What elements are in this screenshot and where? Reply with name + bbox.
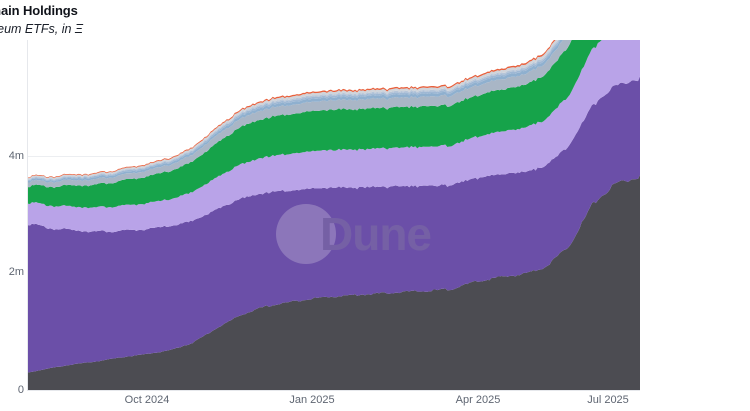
y-tick-0: 0 <box>17 384 24 396</box>
chart-legend: Al21SharesInvescoFranklin TempletoVanEck… <box>646 108 750 303</box>
area-series-fidelity <box>28 40 602 209</box>
x-tick-jan-2025: Jan 2025 <box>289 394 335 406</box>
legend-item[interactable]: Grayscale <box>646 264 750 284</box>
y-axis-line <box>27 40 28 391</box>
chart-subtitle: ereum ETFs, in Ξ <box>0 22 84 36</box>
axis-baseline <box>28 390 640 391</box>
x-tick-apr-2025: Apr 2025 <box>455 394 501 406</box>
y-tick-4m: 4m <box>8 150 24 162</box>
legend-item[interactable]: Invesco <box>646 147 750 167</box>
area-series-blackrock <box>28 174 640 390</box>
legend-item[interactable]: VanEck <box>646 186 750 206</box>
area-series-grayscale <box>28 76 640 373</box>
legend-item[interactable]: Al <box>646 108 750 128</box>
y-axis-labels: 0 2m 4m <box>0 0 24 411</box>
chart-header: chain Holdings ereum ETFs, in Ξ <box>0 2 406 38</box>
x-tick-oct-2024: Oct 2024 <box>124 394 170 406</box>
y-tick-2m: 2m <box>8 266 24 278</box>
legend-item[interactable]: BlackRock <box>646 284 750 304</box>
legend-item[interactable]: Grayscale Min <box>646 245 750 265</box>
x-tick-jul-2025: Jul 2025 <box>587 394 629 406</box>
legend-item[interactable]: Franklin Templeto <box>646 167 750 187</box>
stacked-area-svg <box>28 40 640 390</box>
legend-item[interactable]: Bitwise <box>646 206 750 226</box>
legend-item[interactable]: 21Shares <box>646 128 750 148</box>
stacked-area-plot <box>28 40 640 390</box>
page-title: chain Holdings <box>0 3 78 18</box>
legend-item[interactable]: Fidelity <box>646 225 750 245</box>
area-series-grayscale-mini <box>28 40 640 233</box>
